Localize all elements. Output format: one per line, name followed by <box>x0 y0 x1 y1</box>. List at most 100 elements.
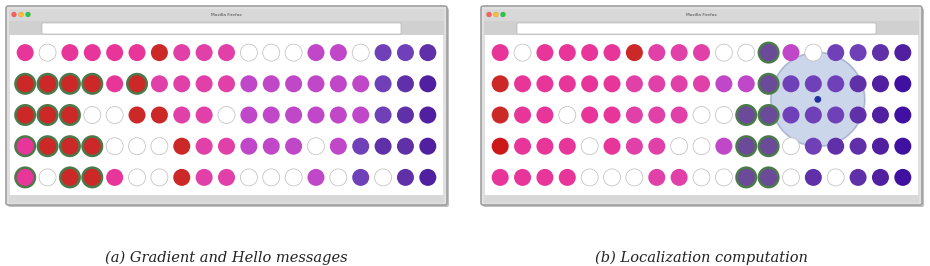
Circle shape <box>782 169 800 186</box>
Circle shape <box>419 138 436 155</box>
Circle shape <box>195 75 213 92</box>
Circle shape <box>671 106 687 123</box>
Circle shape <box>895 106 911 123</box>
Circle shape <box>715 106 732 123</box>
Circle shape <box>240 106 258 123</box>
Circle shape <box>263 138 280 155</box>
Bar <box>484 195 919 203</box>
Circle shape <box>173 138 191 155</box>
Circle shape <box>782 138 800 155</box>
Circle shape <box>36 73 59 95</box>
Circle shape <box>715 138 732 155</box>
Circle shape <box>106 138 123 155</box>
Circle shape <box>84 169 100 186</box>
Circle shape <box>693 106 710 123</box>
Circle shape <box>263 44 280 61</box>
Circle shape <box>736 104 757 126</box>
Circle shape <box>492 106 509 123</box>
Circle shape <box>758 104 779 126</box>
Circle shape <box>626 44 643 61</box>
Circle shape <box>648 44 665 61</box>
Circle shape <box>514 106 531 123</box>
Circle shape <box>604 169 620 186</box>
Circle shape <box>850 138 867 155</box>
Circle shape <box>36 135 59 157</box>
Circle shape <box>671 169 687 186</box>
FancyBboxPatch shape <box>517 23 876 34</box>
Circle shape <box>84 44 100 61</box>
Circle shape <box>850 75 867 92</box>
Circle shape <box>850 169 867 186</box>
Circle shape <box>397 75 414 92</box>
Circle shape <box>286 75 302 92</box>
Circle shape <box>782 106 800 123</box>
Circle shape <box>760 75 777 92</box>
Circle shape <box>84 75 100 92</box>
Circle shape <box>581 138 598 155</box>
Circle shape <box>758 167 779 188</box>
Circle shape <box>84 106 100 123</box>
Circle shape <box>375 44 392 61</box>
Circle shape <box>263 169 280 186</box>
Circle shape <box>61 75 78 92</box>
Circle shape <box>671 138 687 155</box>
Circle shape <box>626 75 643 92</box>
Circle shape <box>604 106 620 123</box>
Circle shape <box>827 75 844 92</box>
Circle shape <box>737 169 755 186</box>
Circle shape <box>737 44 755 61</box>
Circle shape <box>850 44 867 61</box>
Circle shape <box>804 106 822 123</box>
Circle shape <box>375 75 392 92</box>
Bar <box>9 195 444 203</box>
Circle shape <box>559 75 576 92</box>
Circle shape <box>17 138 33 155</box>
Circle shape <box>771 52 865 146</box>
Circle shape <box>126 73 148 95</box>
Circle shape <box>760 106 777 123</box>
Circle shape <box>59 167 81 188</box>
Circle shape <box>14 167 36 188</box>
Circle shape <box>263 106 280 123</box>
Circle shape <box>39 44 56 61</box>
Circle shape <box>537 106 553 123</box>
Circle shape <box>308 106 325 123</box>
Circle shape <box>61 138 78 155</box>
Circle shape <box>514 138 531 155</box>
Circle shape <box>352 44 369 61</box>
Circle shape <box>760 169 777 186</box>
Circle shape <box>81 167 103 188</box>
Circle shape <box>604 75 620 92</box>
Circle shape <box>308 169 325 186</box>
Circle shape <box>240 44 258 61</box>
Circle shape <box>218 138 235 155</box>
Circle shape <box>397 169 414 186</box>
Circle shape <box>419 44 436 61</box>
Circle shape <box>782 44 800 61</box>
Circle shape <box>693 169 710 186</box>
Circle shape <box>128 138 145 155</box>
Text: (a) Gradient and Hello messages: (a) Gradient and Hello messages <box>105 251 348 265</box>
Circle shape <box>648 138 665 155</box>
Circle shape <box>494 12 498 17</box>
Circle shape <box>648 106 665 123</box>
Circle shape <box>537 138 553 155</box>
Circle shape <box>648 75 665 92</box>
Circle shape <box>537 44 553 61</box>
Circle shape <box>352 75 369 92</box>
Circle shape <box>375 169 392 186</box>
Circle shape <box>693 138 710 155</box>
Circle shape <box>375 138 392 155</box>
Circle shape <box>827 138 844 155</box>
Circle shape <box>492 138 509 155</box>
FancyBboxPatch shape <box>483 8 924 207</box>
Circle shape <box>286 138 302 155</box>
Circle shape <box>737 75 755 92</box>
Circle shape <box>218 75 235 92</box>
Circle shape <box>330 106 347 123</box>
Circle shape <box>492 44 509 61</box>
Circle shape <box>61 106 78 123</box>
Circle shape <box>330 44 347 61</box>
Circle shape <box>397 44 414 61</box>
Circle shape <box>581 106 598 123</box>
